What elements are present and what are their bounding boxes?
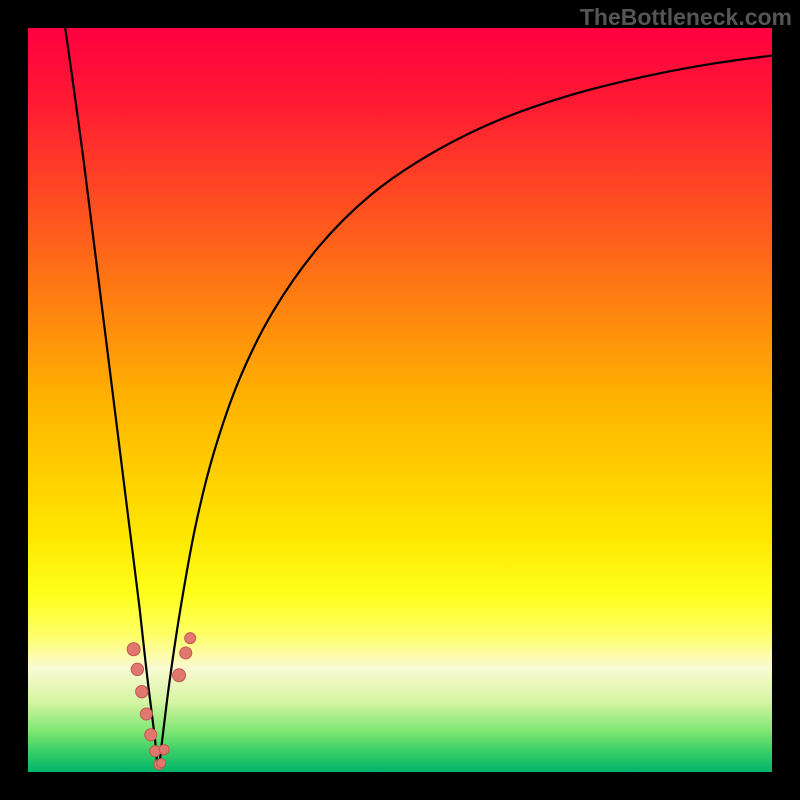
data-marker — [140, 708, 152, 720]
data-marker — [131, 663, 143, 675]
gradient-background — [28, 28, 772, 772]
data-marker — [159, 745, 169, 755]
data-marker — [185, 633, 196, 644]
data-marker — [136, 685, 148, 697]
plot-area — [28, 28, 772, 772]
data-marker — [157, 759, 166, 768]
data-marker — [173, 669, 186, 682]
data-marker — [180, 647, 192, 659]
watermark-text: TheBottleneck.com — [580, 4, 792, 31]
data-marker — [127, 643, 140, 656]
plot-svg — [28, 28, 772, 772]
data-marker — [145, 729, 157, 741]
